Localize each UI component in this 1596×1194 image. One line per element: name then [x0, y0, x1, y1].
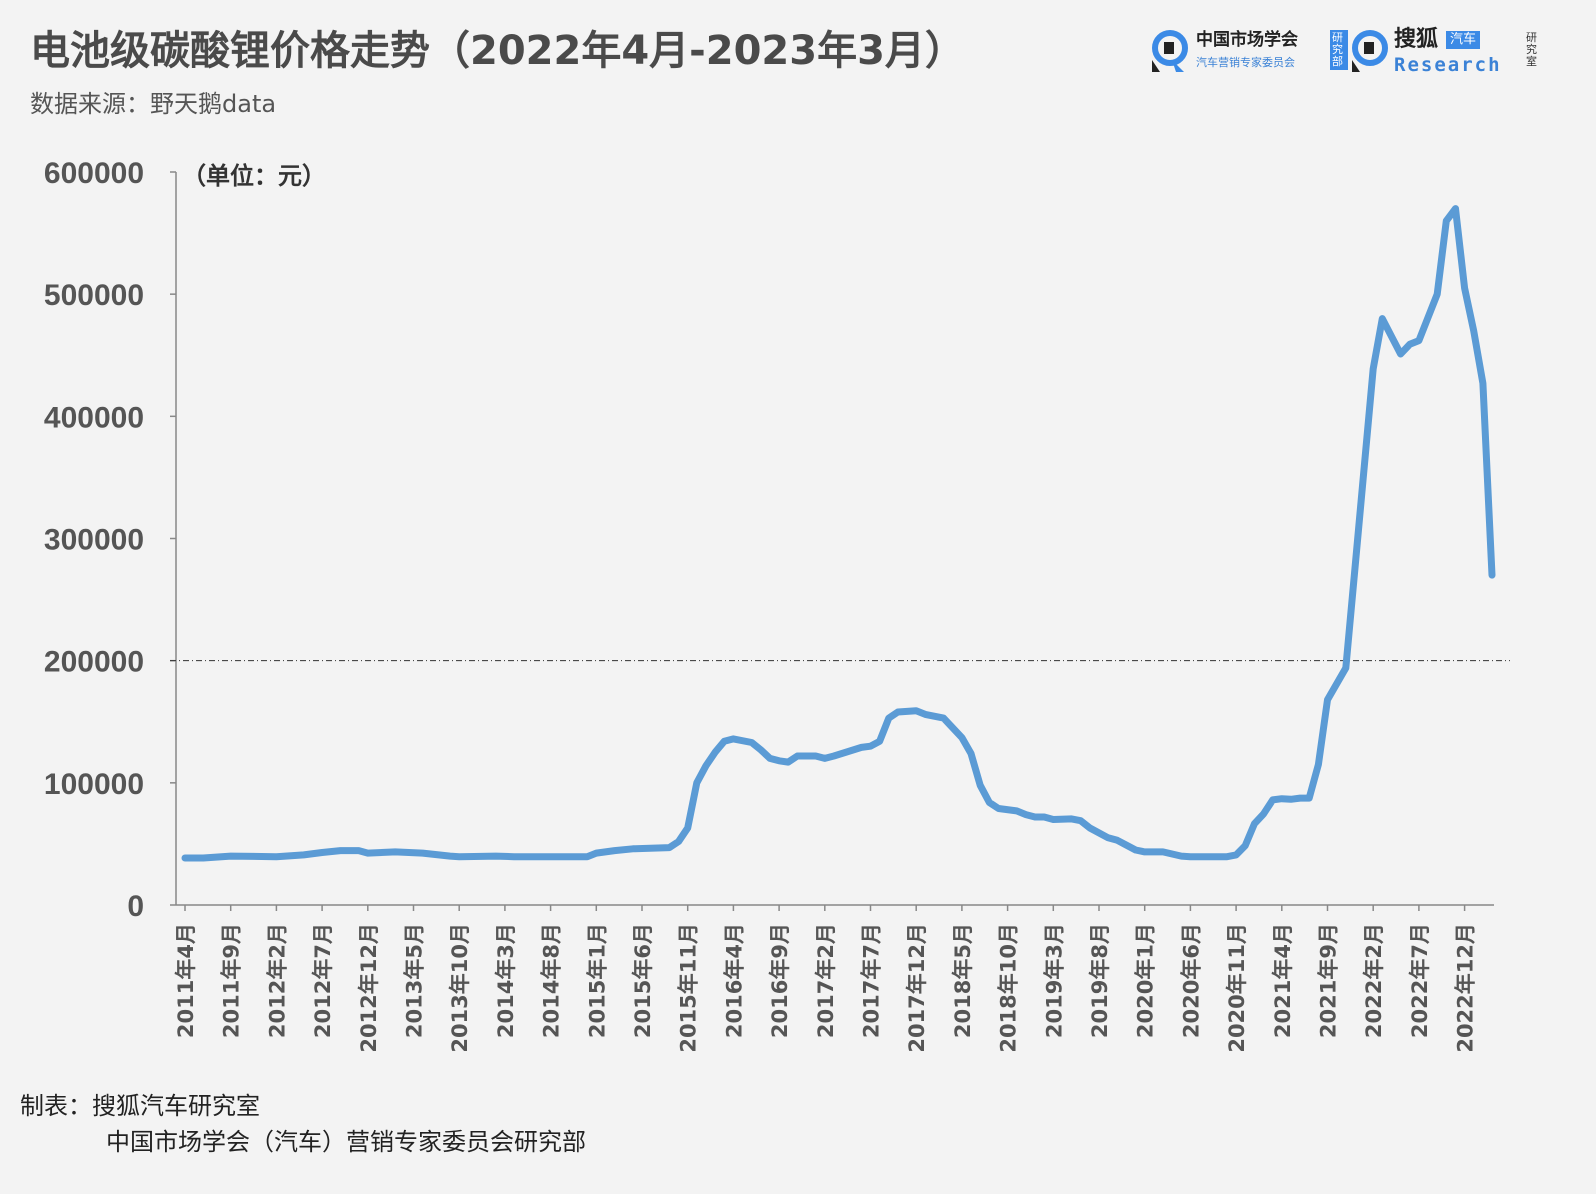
y-tick-label: 300000 — [44, 524, 144, 557]
brand-side: 研究室 — [1526, 31, 1537, 68]
x-tick-label: 2020年6月 — [1179, 923, 1203, 1038]
x-tick-label: 2016年4月 — [722, 923, 746, 1038]
x-tick-label: 2016年9月 — [768, 923, 792, 1038]
y-tick-label: 200000 — [44, 646, 144, 679]
x-tick-label: 2012年2月 — [265, 923, 289, 1038]
org-sub: 汽车营销专家委员会 — [1196, 56, 1295, 69]
x-tick-label: 2015年1月 — [585, 923, 609, 1038]
y-tick-label: 0 — [127, 890, 144, 923]
x-tick-label: 2017年2月 — [814, 923, 838, 1038]
research-logo-icon — [1152, 30, 1188, 72]
brand-name: 搜狐 — [1394, 27, 1439, 52]
x-tick-label: 2013年5月 — [403, 923, 427, 1038]
x-tick-label: 2019年8月 — [1088, 923, 1112, 1038]
x-tick-label: 2020年11月 — [1225, 923, 1249, 1053]
x-tick-label: 2022年7月 — [1408, 923, 1432, 1038]
x-tick-label: 2017年12月 — [905, 923, 929, 1053]
x-tick-label: 2014年8月 — [540, 923, 564, 1038]
brand-badge: 汽车 — [1446, 31, 1481, 49]
x-tick-label: 2022年12月 — [1454, 923, 1478, 1053]
x-tick-label: 2015年6月 — [631, 923, 655, 1038]
x-tick-label: 2018年5月 — [951, 923, 975, 1038]
unit-label: （单位：元） — [182, 162, 326, 190]
logo: 中国市场学会 汽车营销专家委员会 研究部 搜狐 汽车 Research 研究室 — [1150, 28, 1550, 78]
chart-title: 电池级碳酸锂价格走势（2022年4月-2023年3月） — [30, 28, 965, 74]
y-tick-label: 100000 — [44, 768, 144, 801]
x-tick-label: 2014年3月 — [494, 923, 518, 1038]
x-tick-label: 2021年9月 — [1317, 923, 1341, 1038]
x-tick-label: 2020年1月 — [1134, 923, 1158, 1038]
y-tick-label: 500000 — [44, 279, 144, 312]
footer-org: 中国市场学会（汽车）营销专家委员会研究部 — [106, 1128, 586, 1156]
x-tick-label: 2015年11月 — [677, 923, 701, 1053]
x-tick-label: 2012年12月 — [357, 923, 381, 1053]
footer-maker: 制表：搜狐汽车研究室 — [20, 1092, 260, 1120]
y-tick-label: 400000 — [44, 401, 144, 434]
x-tick-label: 2013年10月 — [448, 923, 472, 1053]
org-badge: 研究部 — [1330, 30, 1348, 70]
x-tick-label: 2011年9月 — [220, 923, 244, 1038]
x-tick-label: 2017年7月 — [860, 923, 884, 1038]
data-source: 数据来源：野天鹅data — [30, 90, 277, 118]
org-name: 中国市场学会 — [1196, 30, 1298, 50]
x-tick-label: 2021年4月 — [1271, 923, 1295, 1038]
x-tick-label: 2018年10月 — [997, 923, 1021, 1053]
research-logo-icon-2 — [1352, 30, 1388, 72]
x-tick-label: 2011年4月 — [174, 923, 198, 1038]
x-tick-label: 2019年3月 — [1042, 923, 1066, 1038]
y-tick-label: 600000 — [44, 157, 144, 190]
x-tick-label: 2012年7月 — [311, 923, 335, 1038]
x-tick-label: 2022年2月 — [1362, 923, 1386, 1038]
price-line — [181, 205, 1496, 862]
brand-sub: Research — [1394, 54, 1502, 76]
